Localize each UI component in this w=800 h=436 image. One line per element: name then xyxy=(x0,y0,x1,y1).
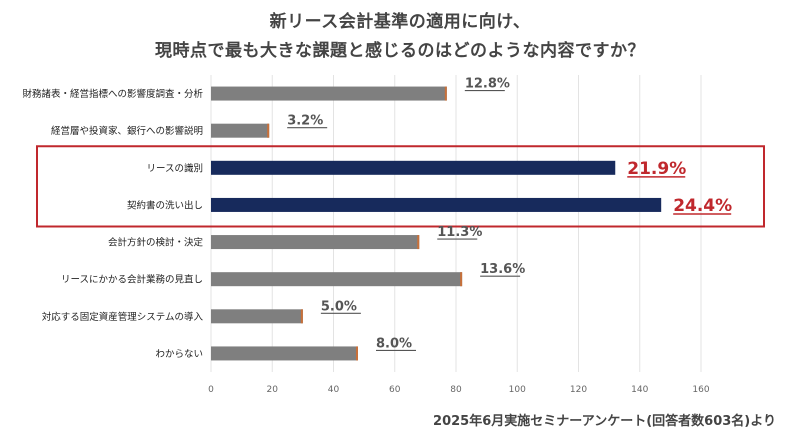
bar xyxy=(211,197,662,212)
category-label: 財務諸表・経営指標への影響度調査・分析 xyxy=(22,88,203,100)
category-label: わからない xyxy=(155,349,203,360)
chart-title-line-1: 新リース会計基準の適用に向け、 xyxy=(269,12,531,32)
footnote: 2025年6月実施セミナーアンケート(回答者数603名)より xyxy=(433,414,776,429)
highlight-box xyxy=(36,145,765,228)
data-label: 11.3% xyxy=(437,225,482,240)
data-label: 24.4% xyxy=(673,196,732,216)
bar-end-mark xyxy=(444,86,447,101)
bar xyxy=(211,160,616,175)
category-label: 会計方針の検討・決定 xyxy=(108,237,204,249)
x-tick-label: 140 xyxy=(631,385,648,395)
bar-end-mark xyxy=(356,346,358,361)
chart-title-line-2: 現時点で最も大きな課題と感じるのはどのような内容ですか？ xyxy=(155,41,645,61)
data-label: 8.0% xyxy=(376,336,412,351)
x-tick-label: 160 xyxy=(692,385,709,395)
bar xyxy=(211,346,358,361)
data-label: 21.9% xyxy=(627,159,686,179)
bar xyxy=(211,235,420,250)
x-tick-label: 80 xyxy=(450,385,462,395)
bar xyxy=(211,123,270,138)
category-label: リースの識別 xyxy=(146,162,203,174)
category-label: 対応する固定資産管理システムの導入 xyxy=(42,311,204,323)
bar-end-mark xyxy=(300,309,303,324)
bar xyxy=(211,86,447,101)
bar-end-mark xyxy=(267,123,270,138)
x-tick-label: 20 xyxy=(267,385,279,395)
data-label: 13.6% xyxy=(480,262,525,277)
bar xyxy=(211,309,303,324)
data-label: 3.2% xyxy=(287,114,323,129)
category-label: 経営層や投資家、銀行への影響説明 xyxy=(51,125,203,137)
data-label: 12.8% xyxy=(465,77,510,92)
x-tick-label: 120 xyxy=(570,385,587,395)
x-tick-label: 60 xyxy=(389,385,401,395)
data-label: 5.0% xyxy=(321,299,357,314)
bar xyxy=(211,272,463,287)
x-tick-label: 0 xyxy=(208,385,214,395)
x-tick-label: 40 xyxy=(328,385,340,395)
x-tick-label: 100 xyxy=(509,385,526,395)
bar-end-mark xyxy=(460,272,463,287)
bar-end-mark xyxy=(417,235,420,250)
category-label: 契約書の洗い出し xyxy=(127,199,203,211)
category-label: リースにかかる会計業務の見直し xyxy=(61,274,203,286)
